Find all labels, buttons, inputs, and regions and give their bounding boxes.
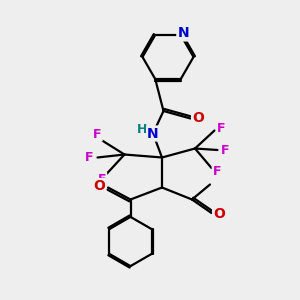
Text: O: O [192, 112, 204, 125]
Text: F: F [93, 128, 102, 141]
Text: O: O [94, 179, 106, 193]
Text: F: F [221, 143, 229, 157]
Text: O: O [213, 208, 225, 221]
Text: F: F [85, 151, 93, 164]
Text: N: N [177, 26, 189, 40]
Text: F: F [213, 165, 221, 178]
Text: F: F [98, 173, 106, 186]
Text: F: F [217, 122, 225, 136]
Text: N: N [147, 127, 159, 140]
Text: H: H [136, 123, 147, 136]
